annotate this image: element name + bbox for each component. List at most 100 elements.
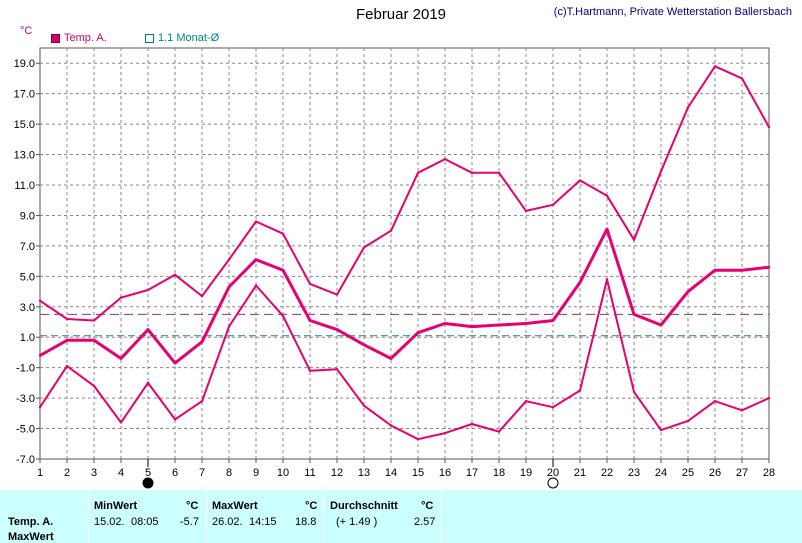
data-point-mean — [497, 323, 501, 327]
series-line-mean — [39, 227, 770, 365]
avg-header: Durchschnitt — [330, 500, 398, 512]
data-point-max — [335, 293, 339, 296]
data-point-mean — [362, 343, 366, 347]
y-tick-label: -7.0 — [16, 454, 35, 466]
min-date: 15.02. — [94, 516, 125, 528]
x-tick-label: 9 — [253, 467, 259, 479]
x-tick-label: 24 — [655, 467, 667, 479]
legend-temp-swatch — [51, 33, 60, 43]
data-point-max — [416, 171, 420, 175]
x-tick-label: 22 — [601, 467, 613, 479]
plot-area — [39, 47, 770, 460]
data-point-max — [146, 288, 150, 292]
data-point-min — [254, 284, 258, 287]
data-point-mean — [686, 290, 690, 293]
x-tick-label: 11 — [304, 467, 315, 479]
x-tick-label: 5 — [145, 467, 151, 479]
min-value: -5.7 — [180, 516, 199, 528]
min-time: 08:05 — [131, 516, 159, 528]
data-point-min — [632, 390, 636, 394]
y-tick-label: -5.0 — [16, 424, 35, 436]
y-tick-label: -1.0 — [16, 363, 35, 375]
legend-avg: 1.1 Monat-Ø — [145, 32, 219, 44]
y-tick-label: 17.0 — [14, 89, 35, 101]
y-axis-unit: °C — [20, 25, 33, 37]
data-point-max — [38, 299, 42, 302]
min-unit: °C — [186, 500, 199, 512]
data-point-mean — [605, 227, 609, 231]
data-point-min — [65, 364, 69, 368]
data-point-mean — [470, 325, 474, 328]
data-point-min — [497, 430, 501, 433]
data-point-mean — [740, 269, 744, 272]
data-point-max — [497, 171, 501, 175]
x-tick-label: 10 — [277, 467, 289, 479]
data-point-mean — [389, 357, 393, 360]
data-point-max — [578, 179, 582, 182]
x-tick-label: 26 — [709, 467, 721, 479]
row-label-temp: Temp. A. — [8, 516, 54, 528]
legend-temp: Temp. A. — [51, 32, 107, 44]
y-tick-label: 3.0 — [20, 302, 35, 314]
x-tick-label: 15 — [412, 467, 424, 479]
x-tick-label: 25 — [682, 467, 694, 479]
data-point-max — [173, 273, 177, 277]
new-moon-icon — [142, 477, 154, 489]
y-tick-label: 13.0 — [14, 150, 35, 162]
max-header: MaxWert — [212, 500, 258, 512]
max-time: 14:15 — [249, 516, 277, 528]
min-header: MinWert — [94, 500, 138, 512]
data-point-mean — [632, 313, 636, 316]
x-tick-label: 23 — [628, 467, 640, 479]
y-tick-label: 7.0 — [20, 241, 35, 253]
data-point-mean — [416, 331, 420, 334]
x-tick-label: 8 — [226, 467, 232, 479]
x-tick-label: 18 — [493, 467, 505, 479]
summary-table: Temp. A. MaxWert MinWert °C 15.02. 08:05… — [0, 490, 802, 543]
data-point-mean — [443, 322, 447, 325]
y-tick-label: 9.0 — [20, 210, 35, 222]
data-point-min — [173, 418, 177, 421]
data-point-min — [200, 399, 204, 403]
temperature-chart: -7.0 -5.0 -3.0 -1.0 1.0 3.0 5.0 7.0 9.0 11.0 13.0 1… — [14, 47, 775, 489]
avg-unit: °C — [421, 500, 434, 512]
max-value: 18.8 — [295, 516, 317, 528]
y-tick-label: 15.0 — [14, 119, 35, 131]
data-point-max — [200, 294, 204, 298]
x-tick-label: 17 — [466, 467, 478, 479]
data-point-mean — [767, 266, 771, 269]
data-point-min — [578, 389, 582, 392]
x-tick-label: 14 — [385, 467, 397, 479]
max-date: 26.02. — [212, 516, 243, 528]
data-point-mean — [281, 269, 285, 272]
data-point-max — [281, 232, 285, 235]
data-point-mean — [200, 340, 204, 343]
series-line-max — [39, 65, 770, 322]
data-point-mean — [38, 354, 42, 357]
data-point-min — [443, 431, 447, 435]
x-tick-label: 7 — [199, 467, 205, 479]
data-point-max — [551, 203, 555, 206]
copyright-text: (c)T.Hartmann, Private Wetterstation Bal… — [553, 6, 792, 18]
data-point-min — [524, 399, 528, 403]
data-point-min — [227, 325, 231, 328]
y-tick-label: 11.0 — [14, 180, 35, 192]
data-point-min — [389, 424, 393, 427]
data-point-max — [308, 282, 312, 286]
legend-temp-label: Temp. A. — [64, 32, 107, 44]
y-tick-label: 1.0 — [20, 332, 35, 344]
data-point-max — [362, 246, 366, 249]
data-point-mean — [551, 319, 555, 322]
series-line-min — [39, 278, 770, 441]
data-point-min — [767, 396, 771, 400]
y-tick-label: -3.0 — [16, 393, 35, 405]
x-tick-label: 2 — [64, 467, 70, 479]
data-point-mean — [146, 328, 150, 331]
data-point-min — [38, 406, 42, 409]
data-point-max — [767, 125, 771, 129]
data-point-max — [92, 319, 96, 322]
x-tick-label: 20 — [547, 467, 559, 479]
x-tick-label: 21 — [574, 467, 586, 479]
data-point-mean — [119, 357, 123, 360]
table-divider — [441, 490, 442, 543]
